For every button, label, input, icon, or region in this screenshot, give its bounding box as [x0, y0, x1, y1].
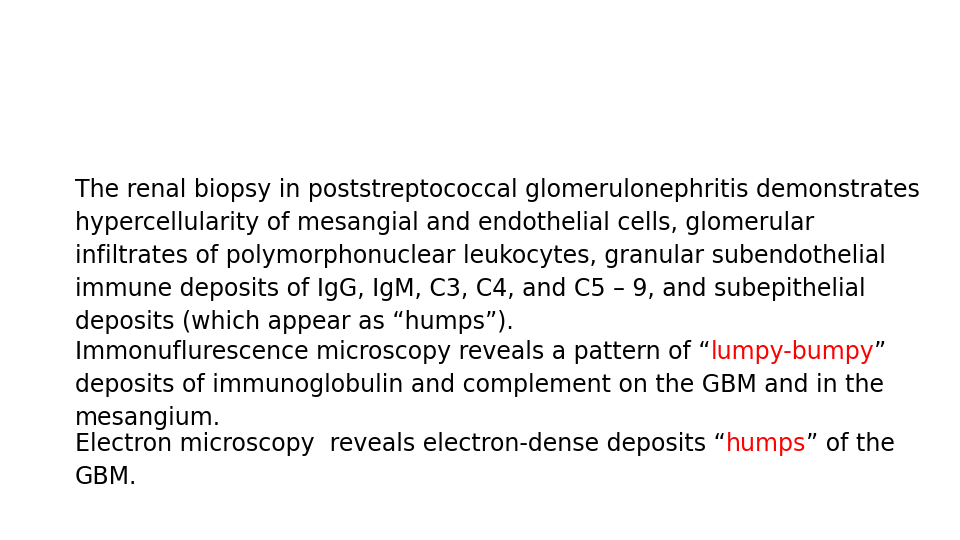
Text: immune deposits of IgG, IgM, C3, C4, and C5 – 9, and subepithelial: immune deposits of IgG, IgM, C3, C4, and…: [75, 277, 866, 301]
Text: infiltrates of polymorphonuclear leukocytes, granular subendothelial: infiltrates of polymorphonuclear leukocy…: [75, 244, 886, 268]
Text: lumpy-bumpy: lumpy-bumpy: [710, 340, 875, 364]
Text: Immonuflurescence microscopy reveals a pattern of “: Immonuflurescence microscopy reveals a p…: [75, 340, 710, 364]
Text: Electron microscopy  reveals electron-dense deposits “: Electron microscopy reveals electron-den…: [75, 432, 726, 456]
Text: GBM.: GBM.: [75, 465, 137, 489]
Text: mesangium.: mesangium.: [75, 406, 221, 430]
Text: hypercellularity of mesangial and endothelial cells, glomerular: hypercellularity of mesangial and endoth…: [75, 211, 814, 235]
Text: ” of the: ” of the: [806, 432, 895, 456]
Text: The renal biopsy in poststreptococcal glomerulonephritis demonstrates: The renal biopsy in poststreptococcal gl…: [75, 178, 920, 202]
Text: humps: humps: [726, 432, 806, 456]
Text: deposits of immunoglobulin and complement on the GBM and in the: deposits of immunoglobulin and complemen…: [75, 373, 884, 397]
Text: deposits (which appear as “humps”).: deposits (which appear as “humps”).: [75, 310, 514, 334]
Text: ”: ”: [875, 340, 887, 364]
